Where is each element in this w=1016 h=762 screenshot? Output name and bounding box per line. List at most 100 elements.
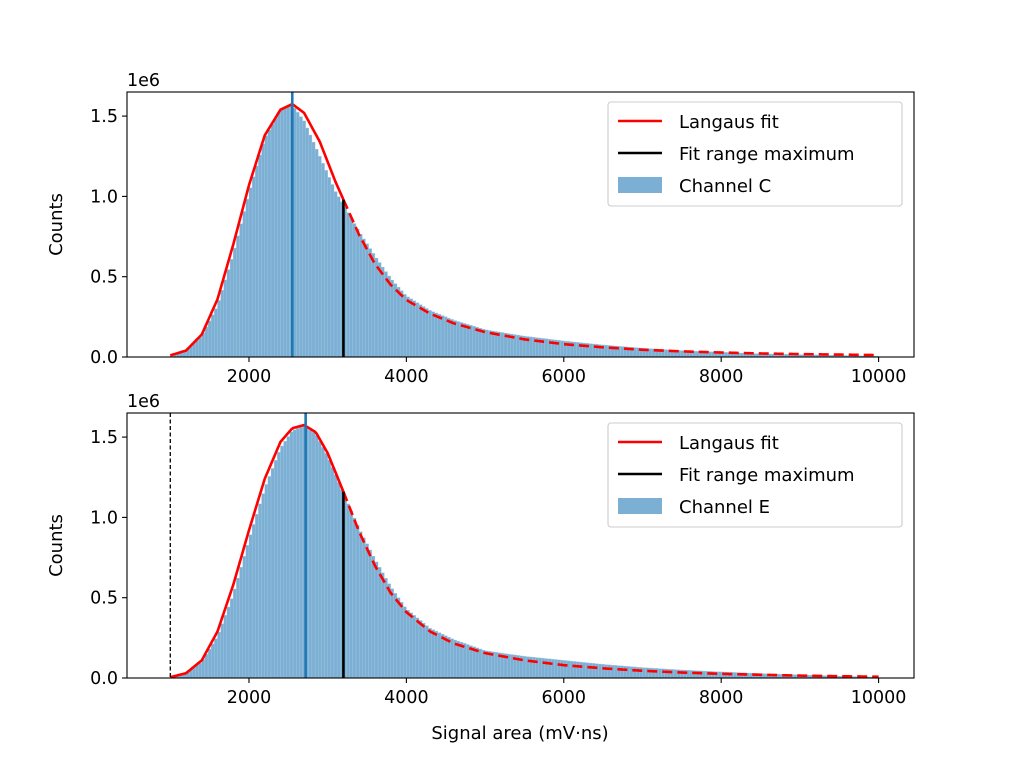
histogram-bar <box>302 120 306 357</box>
histogram-bar <box>242 211 247 357</box>
histogram-bar <box>648 667 653 678</box>
histogram-bar <box>708 351 712 357</box>
histogram-bar <box>280 108 284 357</box>
histogram-bar <box>195 340 199 357</box>
histogram-bar <box>528 336 533 357</box>
histogram-bar <box>421 306 426 357</box>
histogram-bar <box>248 187 253 357</box>
legend-label-langaus-fit: Langaus fit <box>679 112 779 133</box>
histogram-bar <box>336 196 341 357</box>
plot-area <box>169 413 879 678</box>
axes-frame <box>126 91 915 358</box>
histogram-bar <box>563 660 568 678</box>
y-tick-label: 0.0 <box>90 669 118 689</box>
histogram-bar <box>607 664 612 678</box>
histogram-bar <box>399 602 404 678</box>
histogram-bar <box>201 659 206 678</box>
histogram-bar <box>547 658 552 678</box>
histogram-bar <box>418 620 423 678</box>
histogram-bar <box>724 352 728 357</box>
histogram-bar <box>217 300 221 357</box>
histogram-bar <box>207 648 212 678</box>
histogram-bar <box>308 134 313 357</box>
histogram-bar <box>217 631 221 678</box>
histogram-bar <box>481 329 486 357</box>
histogram-bar <box>371 253 376 357</box>
legend-label-fit-range-maximum: Fit range maximum <box>679 144 855 165</box>
histogram-bar <box>264 135 269 357</box>
histogram-bar <box>623 665 627 678</box>
histogram-bar <box>198 337 202 357</box>
histogram-bar <box>245 199 250 357</box>
histogram-bar <box>387 275 391 357</box>
histogram-bar <box>314 435 319 678</box>
histogram-bar <box>566 660 571 678</box>
histogram-bar <box>311 141 316 357</box>
histogram-bar <box>462 643 467 678</box>
histogram-bar <box>261 493 265 678</box>
histogram-bar <box>277 452 281 678</box>
histogram-bar <box>620 665 624 678</box>
histogram-bar <box>327 459 332 678</box>
histogram-bar <box>642 667 646 678</box>
histogram-bar <box>604 345 609 357</box>
x-tick-label: 4000 <box>384 367 429 387</box>
histogram-bar <box>390 279 394 357</box>
histogram-bar <box>522 656 527 678</box>
histogram-bar <box>396 286 401 357</box>
histogram-bar <box>661 668 665 678</box>
histogram-bar <box>358 531 363 678</box>
histogram-bar <box>299 116 303 357</box>
histogram-bar <box>255 165 259 357</box>
histogram-bar <box>702 670 706 678</box>
histogram-bar <box>195 665 199 678</box>
x-tick-label: 10000 <box>851 688 907 708</box>
histogram-bar <box>478 328 483 357</box>
histogram-bar <box>305 127 309 357</box>
histogram-bar <box>443 316 448 357</box>
histogram-bar <box>346 503 350 678</box>
histogram-bar <box>396 597 401 678</box>
legend-label-fit-range-maximum: Fit range maximum <box>679 465 855 486</box>
histogram-bar <box>443 635 448 678</box>
histogram-bar <box>223 279 228 357</box>
histogram-bar <box>226 606 231 678</box>
y-tick-label: 1.0 <box>90 508 118 528</box>
histogram-bar <box>377 567 382 678</box>
histogram-bar <box>211 314 215 357</box>
histogram-bar <box>629 666 634 678</box>
histogram-bar <box>233 247 237 357</box>
histogram-bar <box>440 315 445 357</box>
histogram-bar <box>478 648 483 678</box>
legend: Langaus fit Fit range maximum Channel E <box>607 422 903 528</box>
histogram-bar <box>349 510 354 678</box>
histogram-bar <box>296 112 300 357</box>
histogram-bar <box>336 482 341 678</box>
histogram-bar <box>390 588 394 678</box>
histogram-bar <box>695 351 700 357</box>
histogram-bar <box>440 634 445 678</box>
histogram-bar <box>258 154 262 357</box>
langaus-fit-extrapolation-curve <box>342 199 879 357</box>
y-tick-label: 0.0 <box>90 348 118 368</box>
histogram-bar <box>588 343 593 357</box>
histogram-bar <box>349 217 354 357</box>
histogram-bar <box>245 545 250 678</box>
histogram-bar <box>251 176 256 357</box>
histogram-bar <box>466 644 470 678</box>
histogram-bar <box>330 184 335 357</box>
histogram-bar <box>733 672 738 678</box>
histogram-bar <box>409 612 413 678</box>
legend-label-langaus-fit: Langaus fit <box>679 433 779 454</box>
histogram-bar <box>324 170 328 357</box>
legend-label-channel-e: Channel E <box>679 497 770 518</box>
histogram-bar <box>226 269 231 357</box>
histogram-bar <box>428 310 432 357</box>
histogram-bar <box>286 436 291 678</box>
histogram-bar <box>214 308 218 357</box>
histogram-bar <box>406 610 410 678</box>
x-tick-label: 4000 <box>384 688 429 708</box>
histogram-bar <box>365 243 369 357</box>
histogram-bar <box>381 572 385 678</box>
y-tick-label: 0.5 <box>90 268 118 288</box>
